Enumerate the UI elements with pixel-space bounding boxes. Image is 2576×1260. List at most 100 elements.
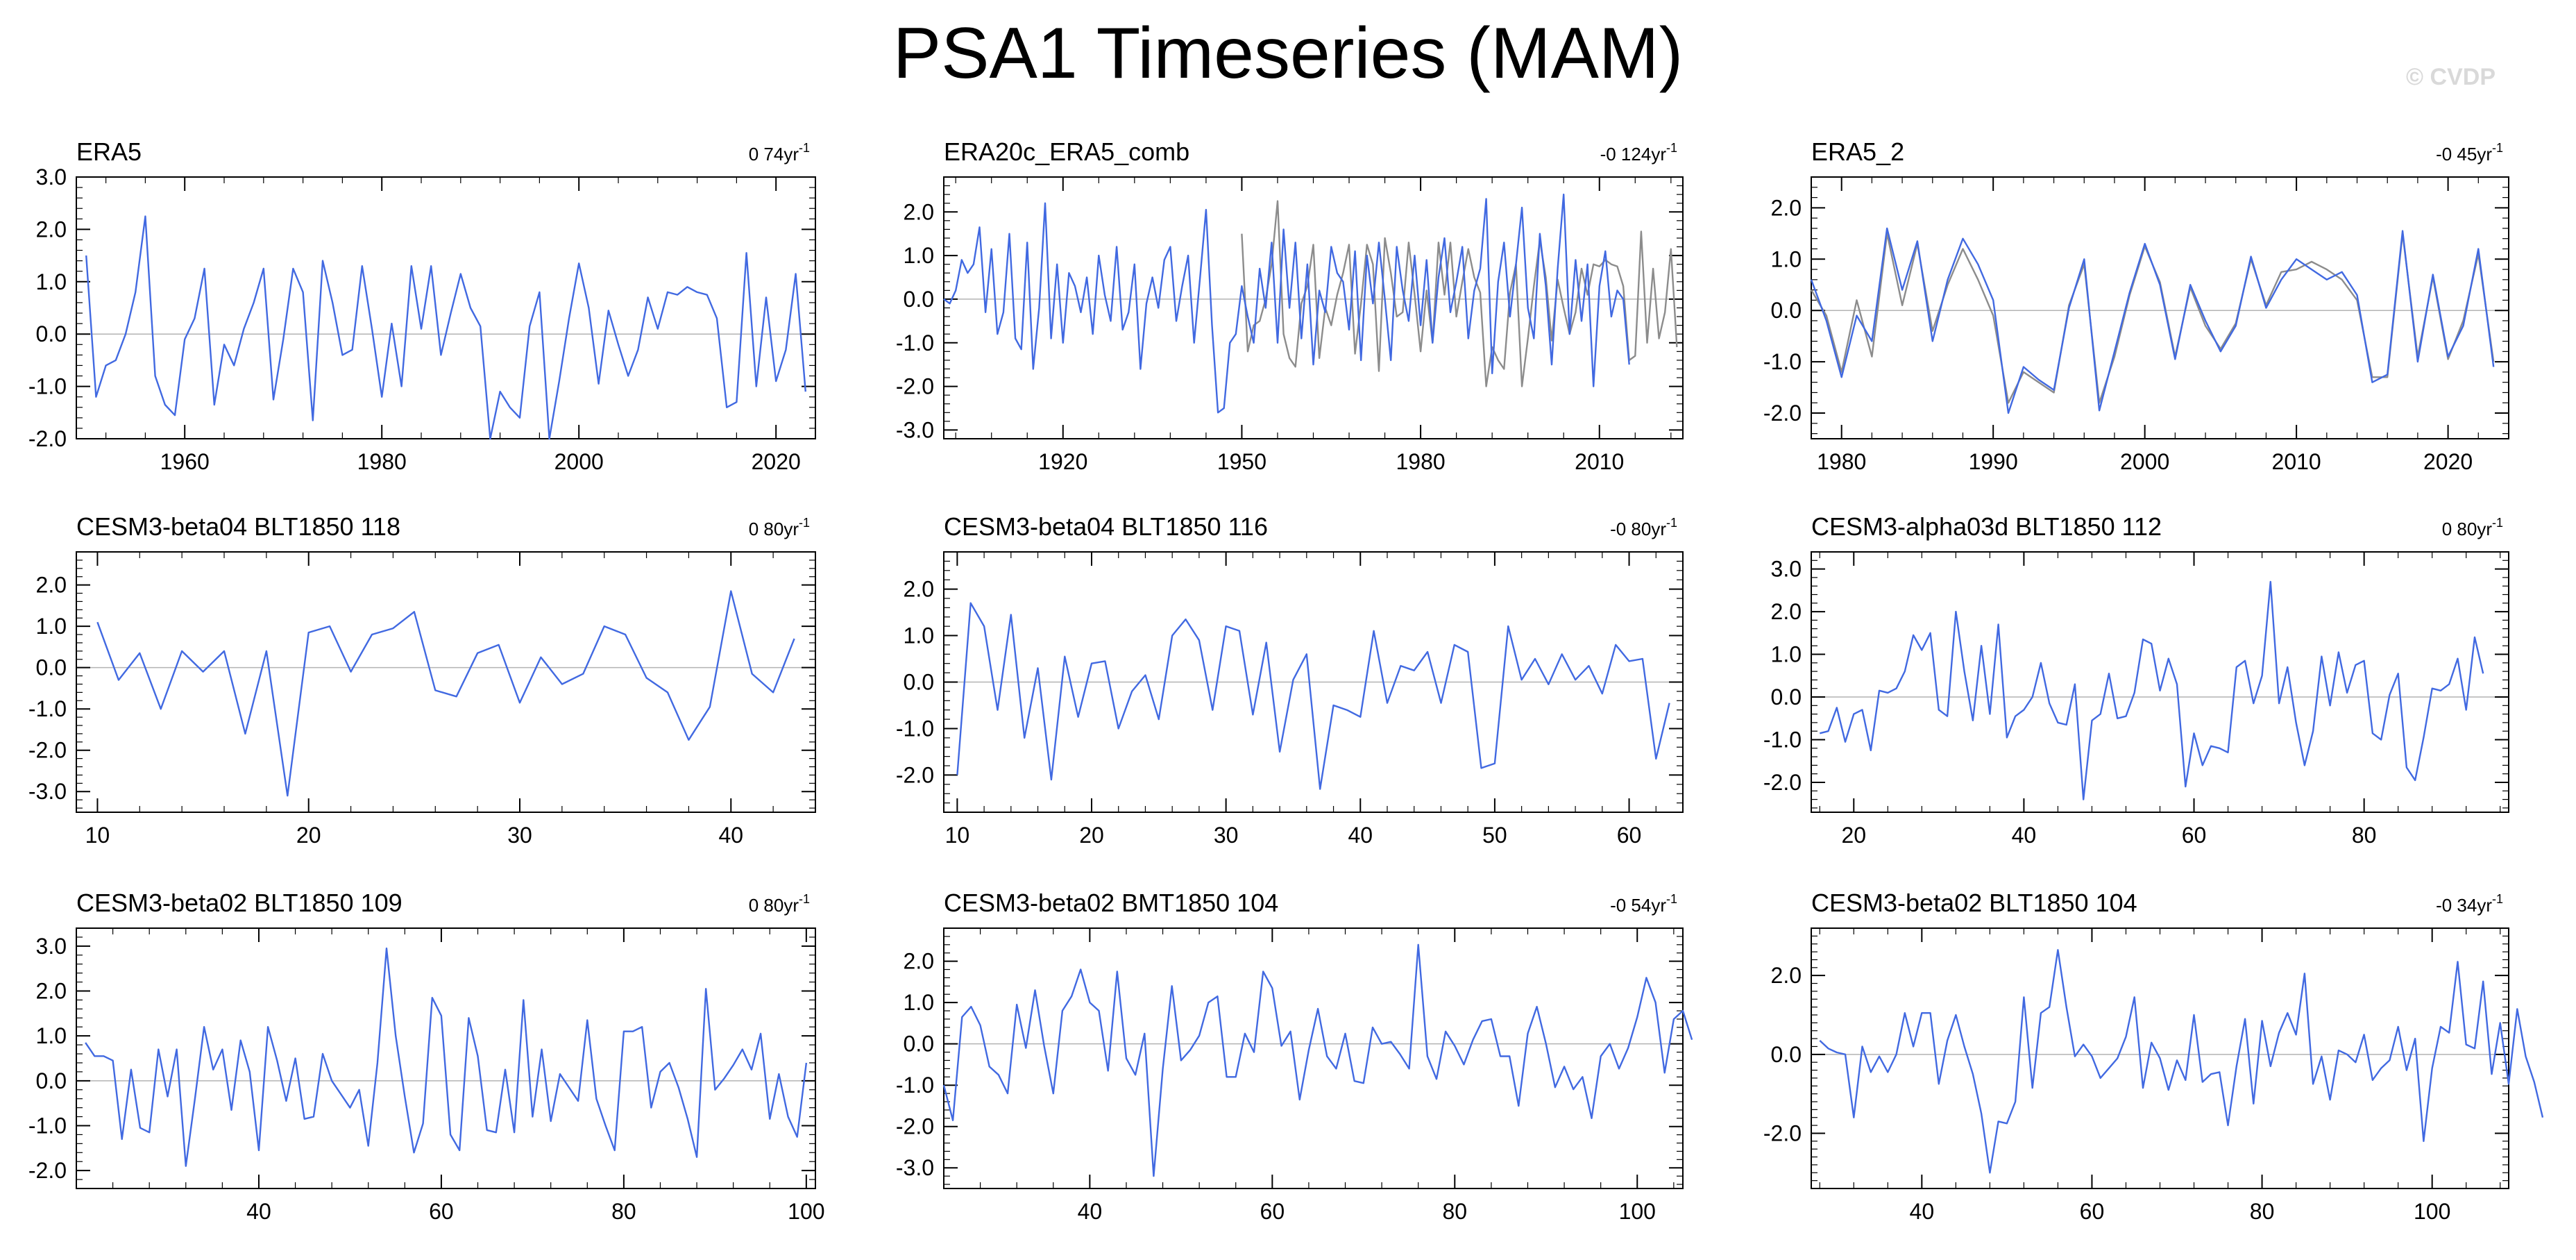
y-tick-label: 0.0 bbox=[1771, 1042, 1802, 1067]
series-line bbox=[1810, 227, 2495, 414]
x-tick-label: 40 bbox=[246, 1199, 271, 1224]
trend-unit: -1 bbox=[1666, 141, 1677, 155]
y-tick-label: -1.0 bbox=[28, 696, 67, 721]
chart-panel: -2.0 -1.0 0.0 1.0 2.0 10 20 30 40 50 60 CESM3-beta0… bbox=[896, 512, 1684, 848]
x-tick-label: 60 bbox=[1617, 823, 1642, 848]
series-line bbox=[1810, 233, 2495, 404]
series-line bbox=[1819, 949, 2544, 1174]
plot-frame bbox=[1811, 176, 2509, 439]
trend-unit: -1 bbox=[2492, 892, 2503, 906]
x-tick-label: 30 bbox=[1214, 823, 1239, 848]
x-tick-label: 1980 bbox=[1396, 449, 1446, 474]
y-tick-label: 1.0 bbox=[904, 990, 934, 1015]
x-tick-label: 20 bbox=[296, 823, 321, 848]
x-tick-label: 80 bbox=[2250, 1199, 2275, 1224]
trend-label: 0 80yr-1 bbox=[2442, 516, 2503, 539]
x-tick-label: 1960 bbox=[160, 449, 210, 474]
x-tick-label: 60 bbox=[1260, 1199, 1285, 1224]
y-tick-label: -3.0 bbox=[896, 417, 934, 442]
y-tick-label: -2.0 bbox=[896, 762, 934, 787]
x-tick-label: 40 bbox=[1348, 823, 1373, 848]
chart-panel: -2.0 -1.0 0.0 1.0 2.0 3.0 20 40 60 80 CESM3-alpha0… bbox=[1763, 512, 2509, 848]
series-line bbox=[85, 215, 806, 440]
y-tick-label: -2.0 bbox=[1763, 770, 1802, 795]
trend-label: 0 74yr-1 bbox=[749, 141, 810, 165]
y-tick-label: -3.0 bbox=[28, 779, 67, 804]
y-tick-label: 2.0 bbox=[1771, 599, 1802, 624]
series-line bbox=[1241, 200, 1678, 387]
x-tick-label: 10 bbox=[945, 823, 970, 848]
x-tick-label: 1980 bbox=[1817, 449, 1866, 474]
series-line bbox=[1820, 580, 2484, 800]
y-tick-label: 1.0 bbox=[36, 614, 67, 639]
y-tick-label: -1.0 bbox=[896, 1073, 934, 1098]
trend-label: 0 80yr-1 bbox=[749, 892, 810, 916]
y-tick-label: 1.0 bbox=[36, 269, 67, 294]
y-tick-label: -1.0 bbox=[28, 374, 67, 399]
y-tick-label: 0.0 bbox=[1771, 298, 1802, 323]
x-tick-label: 10 bbox=[85, 823, 110, 848]
y-tick-label: -2.0 bbox=[28, 738, 67, 763]
x-tick-label: 1990 bbox=[1969, 449, 2018, 474]
y-tick-label: -1.0 bbox=[1763, 349, 1802, 374]
x-tick-label: 50 bbox=[1482, 823, 1507, 848]
y-tick-label: 1.0 bbox=[36, 1023, 67, 1048]
y-tick-label: 0.0 bbox=[904, 670, 934, 695]
y-tick-label: 2.0 bbox=[904, 199, 934, 224]
trend-unit: -1 bbox=[2492, 141, 2503, 155]
y-tick-label: -3.0 bbox=[896, 1155, 934, 1180]
plot-frame bbox=[76, 927, 816, 1189]
x-tick-label: 40 bbox=[718, 823, 743, 848]
x-tick-label: 60 bbox=[2182, 823, 2207, 848]
y-tick-label: 2.0 bbox=[36, 217, 67, 242]
y-tick-label: 1.0 bbox=[1771, 642, 1802, 667]
chart-panel: -2.0 -1.0 0.0 1.0 2.0 3.0 40 60 80 100 CESM3-beta0… bbox=[28, 889, 825, 1224]
y-tick-label: 0.0 bbox=[36, 655, 67, 680]
y-tick-label: 0.0 bbox=[1771, 684, 1802, 709]
x-tick-label: 100 bbox=[788, 1199, 824, 1224]
x-tick-label: 60 bbox=[2080, 1199, 2105, 1224]
y-tick-label: 0.0 bbox=[904, 287, 934, 312]
x-tick-label: 20 bbox=[1841, 823, 1866, 848]
y-tick-label: 2.0 bbox=[904, 577, 934, 602]
panel-title: ERA5_2 bbox=[1811, 137, 1904, 166]
x-tick-label: 80 bbox=[1442, 1199, 1467, 1224]
x-tick-label: 2020 bbox=[2423, 449, 2473, 474]
y-tick-label: 2.0 bbox=[1771, 195, 1802, 220]
chart-panel: -2.0 0.0 2.0 40 60 80 100 CESM3-beta02 BLT1850 … bbox=[1763, 889, 2544, 1224]
y-tick-label: 1.0 bbox=[904, 243, 934, 268]
trend-label: -0 124yr-1 bbox=[1600, 141, 1677, 165]
panel-title: CESM3-beta02 BLT1850 104 bbox=[1811, 889, 2137, 917]
plot-frame bbox=[76, 551, 816, 813]
y-tick-label: 0.0 bbox=[36, 1068, 67, 1093]
x-tick-label: 20 bbox=[1079, 823, 1104, 848]
series-line bbox=[942, 943, 1693, 1177]
y-tick-label: -2.0 bbox=[28, 1158, 67, 1183]
trend-unit: -1 bbox=[1666, 516, 1677, 530]
trend-label: 0 80yr-1 bbox=[749, 516, 810, 539]
y-tick-label: -1.0 bbox=[1763, 727, 1802, 752]
figure-title: PSA1 Timeseries (MAM) bbox=[892, 13, 1684, 94]
x-tick-label: 40 bbox=[1078, 1199, 1103, 1224]
x-tick-label: 1920 bbox=[1038, 449, 1087, 474]
y-tick-label: -2.0 bbox=[896, 374, 934, 399]
x-tick-label: 2010 bbox=[2272, 449, 2321, 474]
y-tick-label: -2.0 bbox=[896, 1114, 934, 1139]
y-tick-label: 3.0 bbox=[36, 165, 67, 190]
x-tick-label: 100 bbox=[1619, 1199, 1656, 1224]
series-line bbox=[943, 193, 1630, 414]
panel-title: ERA5 bbox=[76, 137, 142, 166]
plot-frame bbox=[1811, 551, 2509, 813]
x-tick-label: 1950 bbox=[1217, 449, 1266, 474]
x-tick-label: 2000 bbox=[554, 449, 604, 474]
chart-panel: -2.0 -1.0 0.0 1.0 2.0 3.0 1960 1980 2000 2020 ERA5… bbox=[28, 137, 816, 474]
y-tick-label: 0.0 bbox=[904, 1032, 934, 1057]
trend-unit: -1 bbox=[799, 892, 810, 906]
y-tick-label: 1.0 bbox=[1771, 246, 1802, 271]
y-tick-label: 2.0 bbox=[1771, 963, 1802, 988]
x-tick-label: 60 bbox=[429, 1199, 454, 1224]
x-tick-label: 40 bbox=[2012, 823, 2037, 848]
x-tick-label: 80 bbox=[611, 1199, 636, 1224]
y-tick-label: -2.0 bbox=[28, 426, 67, 451]
